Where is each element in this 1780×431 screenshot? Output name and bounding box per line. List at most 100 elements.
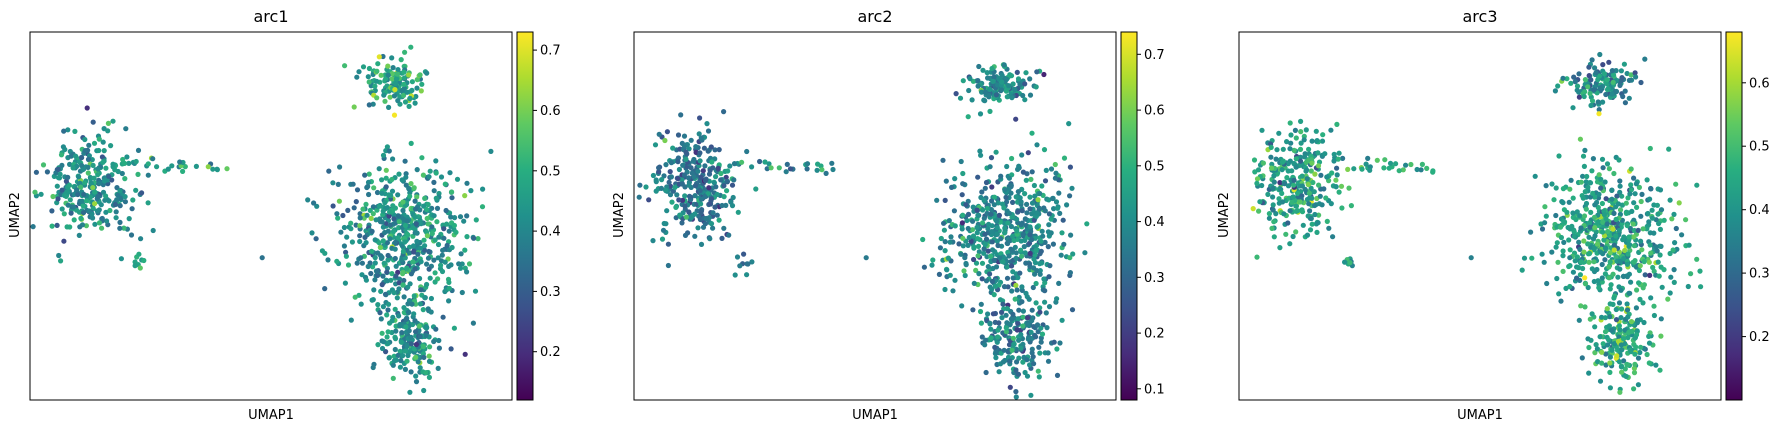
data-point bbox=[1587, 90, 1593, 97]
data-point bbox=[1351, 166, 1357, 172]
data-point bbox=[1299, 183, 1305, 189]
data-point bbox=[389, 176, 395, 183]
data-point bbox=[1047, 263, 1053, 269]
data-point bbox=[1602, 271, 1608, 277]
data-point bbox=[1006, 175, 1013, 181]
data-point bbox=[987, 253, 994, 259]
data-point bbox=[1067, 164, 1073, 170]
data-point bbox=[691, 156, 697, 163]
data-point bbox=[72, 128, 78, 134]
data-point bbox=[1571, 229, 1577, 235]
data-point bbox=[1048, 230, 1054, 236]
colorbar-ticks: 0.20.30.40.50.6 bbox=[1742, 76, 1770, 345]
data-point bbox=[1580, 265, 1586, 272]
data-point bbox=[724, 188, 730, 194]
data-point bbox=[85, 164, 91, 170]
data-point bbox=[1694, 182, 1700, 188]
data-point bbox=[344, 234, 350, 240]
data-point bbox=[660, 227, 667, 233]
data-point bbox=[1626, 77, 1632, 83]
data-point bbox=[352, 294, 358, 300]
data-point bbox=[66, 182, 72, 188]
data-point bbox=[995, 327, 1001, 333]
data-point bbox=[1613, 233, 1619, 239]
data-point bbox=[392, 239, 398, 245]
data-point bbox=[962, 255, 968, 261]
data-point bbox=[138, 236, 144, 242]
data-point bbox=[1576, 317, 1582, 323]
data-point bbox=[1616, 300, 1623, 306]
data-point bbox=[379, 345, 386, 352]
data-point bbox=[966, 234, 972, 241]
data-point bbox=[412, 100, 418, 106]
data-point bbox=[139, 190, 145, 196]
data-point bbox=[679, 140, 685, 146]
colorbar-tick-label: 0.3 bbox=[1144, 271, 1165, 286]
data-point bbox=[375, 342, 381, 348]
data-point bbox=[390, 375, 396, 381]
data-point bbox=[1276, 130, 1282, 136]
data-point bbox=[1621, 336, 1627, 342]
data-point bbox=[1611, 295, 1617, 301]
data-point bbox=[1336, 150, 1342, 156]
data-point bbox=[403, 174, 409, 180]
data-point bbox=[426, 248, 432, 255]
data-point bbox=[659, 236, 666, 242]
data-point bbox=[1567, 255, 1573, 261]
data-point bbox=[1592, 350, 1598, 356]
data-point bbox=[470, 320, 476, 326]
data-point bbox=[1024, 373, 1031, 379]
data-point bbox=[981, 250, 987, 256]
data-point bbox=[705, 128, 712, 134]
data-point bbox=[402, 99, 409, 105]
data-point bbox=[1669, 216, 1675, 222]
colorbar-tick-label: 0.4 bbox=[1749, 203, 1770, 218]
data-point bbox=[1317, 193, 1323, 199]
data-point bbox=[109, 177, 115, 183]
data-point bbox=[994, 224, 1000, 231]
data-point bbox=[1631, 259, 1637, 265]
data-point bbox=[1529, 255, 1535, 261]
data-point bbox=[685, 175, 692, 181]
data-point bbox=[686, 209, 692, 215]
data-point bbox=[1586, 344, 1592, 351]
data-point bbox=[410, 243, 417, 249]
data-point bbox=[457, 214, 464, 220]
colorbar-tick-label: 0.5 bbox=[1144, 159, 1165, 174]
data-point bbox=[376, 203, 382, 209]
data-point bbox=[403, 324, 409, 330]
data-point bbox=[384, 278, 390, 284]
data-point bbox=[1595, 99, 1601, 105]
data-point bbox=[105, 128, 111, 134]
data-point bbox=[727, 163, 733, 169]
data-point bbox=[1331, 158, 1337, 164]
data-point bbox=[1254, 176, 1261, 182]
data-point bbox=[1017, 195, 1023, 201]
data-point bbox=[384, 312, 390, 318]
data-point bbox=[1277, 245, 1283, 251]
data-point bbox=[385, 72, 391, 78]
data-point bbox=[381, 92, 387, 98]
data-point bbox=[379, 190, 385, 196]
data-point bbox=[1626, 95, 1632, 101]
data-point bbox=[986, 221, 992, 227]
data-point bbox=[73, 153, 79, 159]
data-point bbox=[1607, 385, 1613, 391]
data-point bbox=[421, 354, 427, 360]
data-point bbox=[1293, 164, 1299, 170]
data-point bbox=[313, 236, 319, 242]
data-point bbox=[1603, 196, 1609, 202]
data-point bbox=[1617, 207, 1624, 213]
data-point bbox=[676, 166, 683, 173]
data-point bbox=[730, 194, 736, 201]
data-point bbox=[1045, 350, 1051, 356]
data-point bbox=[988, 211, 994, 217]
data-point bbox=[435, 241, 442, 248]
data-point bbox=[1661, 217, 1667, 223]
data-point bbox=[1033, 300, 1039, 306]
data-point bbox=[653, 179, 659, 185]
data-point bbox=[393, 273, 399, 279]
panel-arc2: arc2 UMAP1 UMAP2 0.10.20.30.40.50.60.7 bbox=[612, 7, 1165, 423]
data-point bbox=[407, 389, 413, 395]
data-point bbox=[1046, 304, 1053, 310]
